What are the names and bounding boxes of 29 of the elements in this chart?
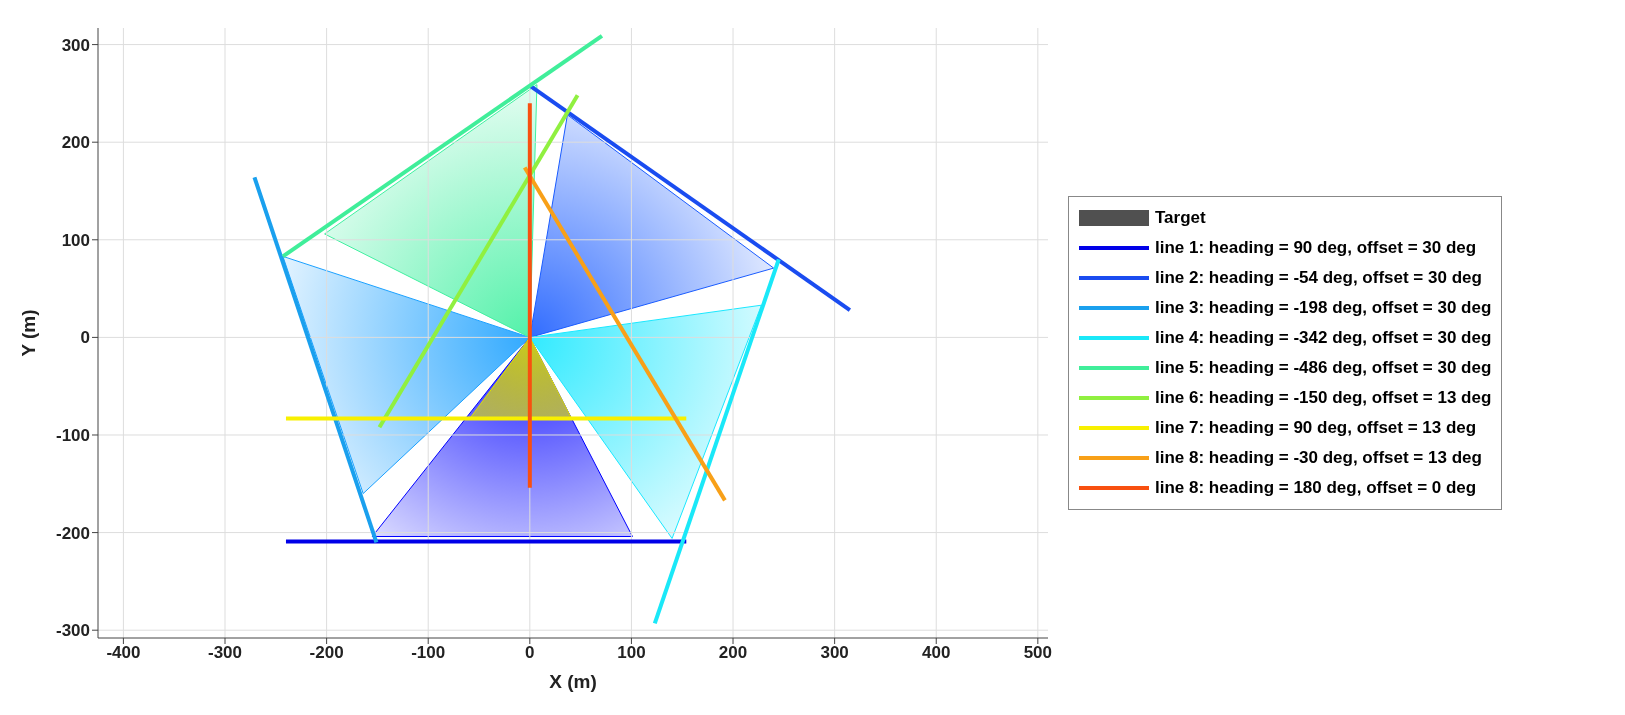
x-tick-label: 0 (525, 643, 535, 663)
legend-label: line 5: heading = -486 deg, offset = 30 deg (1155, 358, 1492, 378)
legend-label: Target (1155, 208, 1206, 228)
y-tick-label: -100 (55, 426, 90, 446)
x-tick-label: 400 (922, 643, 951, 663)
x-tick-label: 500 (1023, 643, 1053, 663)
x-tick-label: 200 (718, 643, 748, 663)
legend-label: line 8: heading = 180 deg, offset = 0 deg (1155, 478, 1477, 498)
legend-label: line 6: heading = -150 deg, offset = 13 deg (1155, 388, 1492, 408)
legend-label: line 2: heading = -54 deg, offset = 30 deg (1155, 268, 1482, 288)
y-tick-label: 300 (61, 35, 90, 55)
x-tick-label: -400 (106, 643, 141, 663)
x-tick-label: -200 (309, 643, 344, 663)
y-axis-title: Y (m) (17, 309, 39, 357)
y-tick-label: -300 (55, 621, 90, 641)
legend-label: line 1: heading = 90 deg, offset = 30 deg (1155, 238, 1477, 258)
y-tick-label: 100 (61, 230, 90, 250)
legend-label: line 3: heading = -198 deg, offset = 30 deg (1155, 298, 1492, 318)
legend-label: line 7: heading = 90 deg, offset = 13 deg (1155, 418, 1477, 438)
legend-label: line 8: heading = -30 deg, offset = 13 deg (1155, 448, 1482, 468)
y-tick-label: -200 (55, 523, 90, 543)
x-tick-label: 300 (820, 643, 849, 663)
x-tick-label: -100 (411, 643, 446, 663)
y-tick-label: 0 (80, 328, 90, 348)
x-axis-title: X (m) (549, 671, 597, 692)
x-tick-label: 100 (617, 643, 646, 663)
legend-label: line 4: heading = -342 deg, offset = 30 deg (1155, 328, 1492, 348)
x-tick-label: -300 (207, 643, 243, 663)
y-tick-label: 200 (61, 133, 90, 153)
